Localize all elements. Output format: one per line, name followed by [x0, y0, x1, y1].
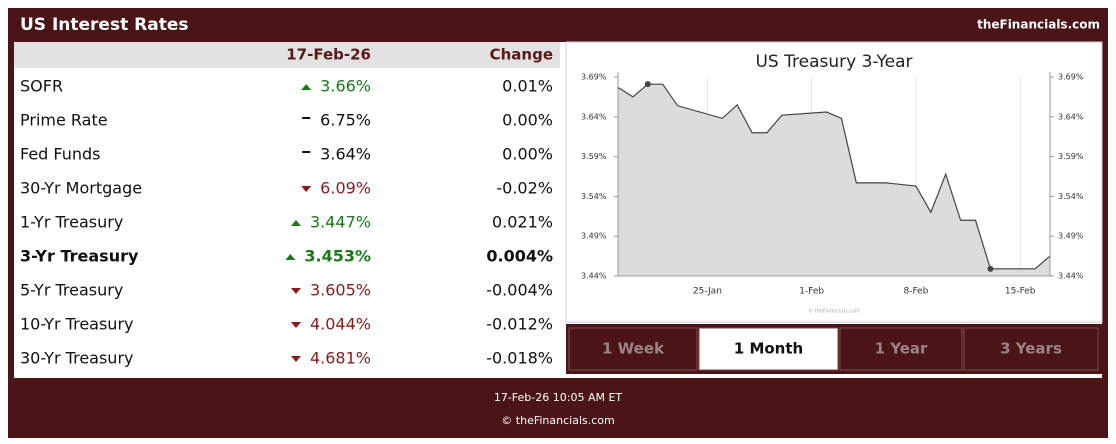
range-button[interactable]: [963, 327, 1099, 371]
rate-name: 1-Yr Treasury: [20, 213, 123, 232]
range-button-label[interactable]: 1 Year: [875, 340, 928, 358]
y-tick-label: 3.59%: [581, 152, 607, 161]
y-tick-label: 3.59%: [1058, 152, 1084, 161]
rate-change: 0.021%: [492, 213, 553, 232]
rate-value: 4.681%: [310, 349, 371, 368]
range-button-label[interactable]: 1 Month: [734, 340, 803, 358]
y-tick-label: 3.69%: [1058, 73, 1084, 82]
rate-value: 3.64%: [320, 145, 371, 164]
range-button[interactable]: [568, 327, 698, 371]
header-brand: theFinancials.com: [977, 18, 1100, 32]
arrow-flat: [302, 151, 311, 153]
arrow-down: [290, 356, 301, 362]
rate-name: Fed Funds: [20, 145, 101, 164]
footer-copyright: © theFinancials.com: [501, 414, 614, 427]
arrow-down: [290, 322, 301, 328]
y-tick-label: 3.54%: [581, 192, 607, 201]
range-button-label[interactable]: 3 Years: [1000, 340, 1062, 358]
rate-value: 4.044%: [310, 315, 371, 334]
rate-value: 3.605%: [310, 281, 371, 300]
arrow-up: [285, 254, 296, 260]
range-button[interactable]: [839, 327, 963, 371]
rate-value: 6.75%: [320, 111, 371, 130]
table-header-bg: [14, 42, 560, 68]
rate-value: 3.453%: [304, 247, 371, 266]
rate-value: 6.09%: [320, 179, 371, 198]
rate-name: SOFR: [20, 77, 63, 96]
rate-change: 0.00%: [502, 145, 553, 164]
rate-value: 3.66%: [320, 77, 371, 96]
rate-name: 10-Yr Treasury: [20, 315, 134, 334]
x-tick-label: 25-Jan: [693, 287, 722, 297]
arrow-up: [290, 220, 301, 226]
y-tick-label: 3.49%: [581, 232, 607, 241]
range-button-label[interactable]: 1 Week: [602, 340, 665, 358]
point: [987, 265, 994, 272]
chart-credit: © theFinancials.com: [808, 308, 860, 315]
x-tick-label: 15-Feb: [1005, 287, 1036, 297]
line: [617, 83, 1051, 270]
range-button[interactable]: [698, 327, 839, 371]
rate-change: -0.02%: [496, 179, 553, 198]
rate-name: 5-Yr Treasury: [20, 281, 123, 300]
column-header: Change: [490, 46, 553, 64]
rate-change: -0.004%: [486, 281, 553, 300]
y-tick-label: 3.64%: [581, 112, 607, 121]
chart-title: US Treasury 3-Year: [755, 52, 912, 72]
column-header: 17-Feb-26: [286, 46, 371, 64]
rate-change: 0.00%: [502, 111, 553, 130]
y-tick-label: 3.44%: [581, 272, 607, 281]
rate-change: -0.018%: [486, 349, 553, 368]
x-tick-label: 1-Feb: [799, 287, 824, 297]
rate-change: -0.012%: [486, 315, 553, 334]
point: [644, 81, 651, 88]
x-tick-label: 8-Feb: [903, 287, 928, 297]
footer-timestamp: 17-Feb-26 10:05 AM ET: [494, 391, 623, 404]
y-tick-label: 3.49%: [1058, 232, 1084, 241]
rate-name: 3-Yr Treasury: [20, 247, 139, 266]
y-tick-label: 3.69%: [581, 73, 607, 82]
y-tick-label: 3.54%: [1058, 192, 1084, 201]
arrow-up: [301, 84, 312, 90]
arrow-down: [290, 288, 301, 294]
y-tick-label: 3.64%: [1058, 112, 1084, 121]
rate-value: 3.447%: [310, 213, 371, 232]
rate-name: Prime Rate: [20, 111, 108, 130]
rate-name: 30-Yr Mortgage: [20, 179, 142, 198]
arrow-down: [301, 186, 312, 192]
rate-change: 0.004%: [486, 247, 553, 266]
rate-name: 30-Yr Treasury: [20, 349, 134, 368]
header-title: US Interest Rates: [20, 15, 188, 35]
arrow-flat: [302, 117, 311, 119]
rate-change: 0.01%: [502, 77, 553, 96]
area: [618, 84, 1050, 276]
y-tick-label: 3.44%: [1058, 272, 1084, 281]
